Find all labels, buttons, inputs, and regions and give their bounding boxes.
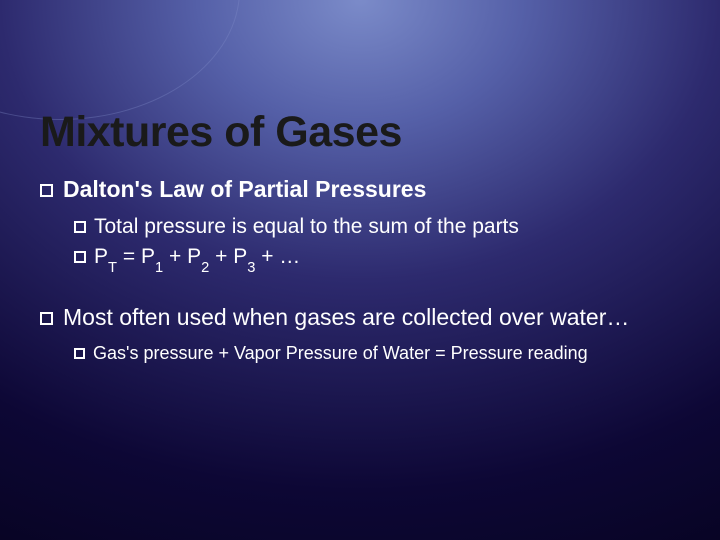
spacer bbox=[40, 277, 680, 303]
bullet-formula: PT = P1 + P2 + P3 + … bbox=[40, 243, 680, 275]
bullet-daltons-law: Dalton's Law of Partial Pressures bbox=[40, 175, 680, 205]
bullet-text: Gas's pressure + Vapor Pressure of Water… bbox=[93, 343, 588, 363]
formula-text: PT = P1 + P2 + P3 + … bbox=[94, 245, 300, 268]
bullet-text: Most often used when gases are collected… bbox=[63, 304, 629, 330]
slide-title: Mixtures of Gases bbox=[40, 108, 680, 157]
bullet-text: Total pressure is equal to the sum of th… bbox=[94, 215, 519, 238]
square-bullet-icon bbox=[74, 221, 86, 233]
bullet-total-pressure: Total pressure is equal to the sum of th… bbox=[40, 213, 680, 241]
square-bullet-icon bbox=[40, 312, 53, 325]
square-bullet-icon bbox=[74, 251, 86, 263]
bullet-most-often: Most often used when gases are collected… bbox=[40, 303, 680, 333]
slide-body: Mixtures of Gases Dalton's Law of Partia… bbox=[0, 0, 720, 540]
bullet-gas-pressure-equation: Gas's pressure + Vapor Pressure of Water… bbox=[40, 341, 680, 365]
bullet-text: Dalton's Law of Partial Pressures bbox=[63, 176, 426, 202]
square-bullet-icon bbox=[40, 184, 53, 197]
square-bullet-icon bbox=[74, 348, 85, 359]
